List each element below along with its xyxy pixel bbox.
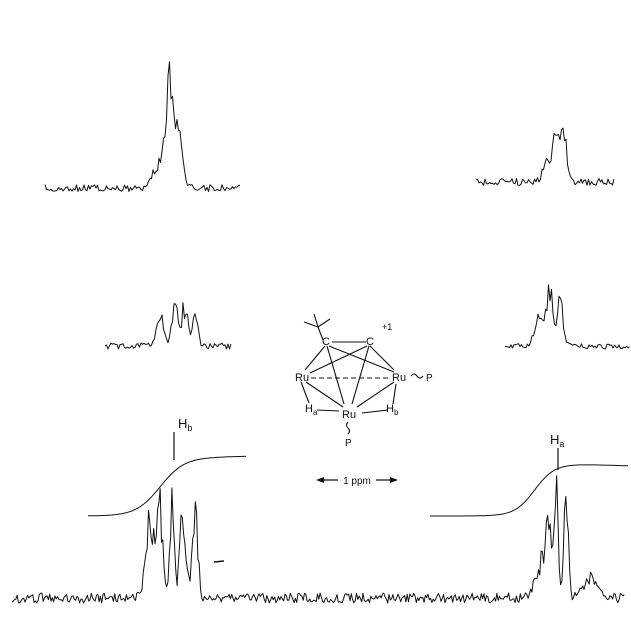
hydride-a: Ha <box>305 403 318 417</box>
atom-c2: C <box>366 336 374 348</box>
spectrum-traces <box>11 61 630 604</box>
trace-marker-dash <box>213 560 225 563</box>
atom-ru-bottom: Ru <box>342 409 356 421</box>
scale-bar: 1 ppm <box>316 476 398 487</box>
peak-label-hb: Hb <box>178 416 192 433</box>
atom-ru-right: Ru <box>392 372 406 384</box>
ligand-p-right: P <box>426 373 433 384</box>
atom-c1: C <box>322 336 330 348</box>
atom-ru-left: Ru <box>295 372 309 384</box>
charge-label: +1 <box>382 322 392 332</box>
ligand-p-bottom: P <box>345 438 352 449</box>
trace-mid-hb <box>104 302 232 350</box>
structure-labels: +1 C C Ru Ru P Ru P Ha Hb <box>295 322 433 449</box>
hydride-b: Hb <box>386 403 399 417</box>
trace-top-hb <box>44 61 241 192</box>
trace-full-spectrum <box>11 475 625 604</box>
cluster-structure <box>300 313 424 435</box>
integral-curve-ha <box>430 464 629 517</box>
peak-label-ha: Ha <box>550 432 564 449</box>
trace-top-ha <box>475 127 615 186</box>
integral-curve-hb <box>87 455 247 517</box>
trace-mid-ha <box>504 284 630 350</box>
scale-bar-label: 1 ppm <box>343 476 371 487</box>
